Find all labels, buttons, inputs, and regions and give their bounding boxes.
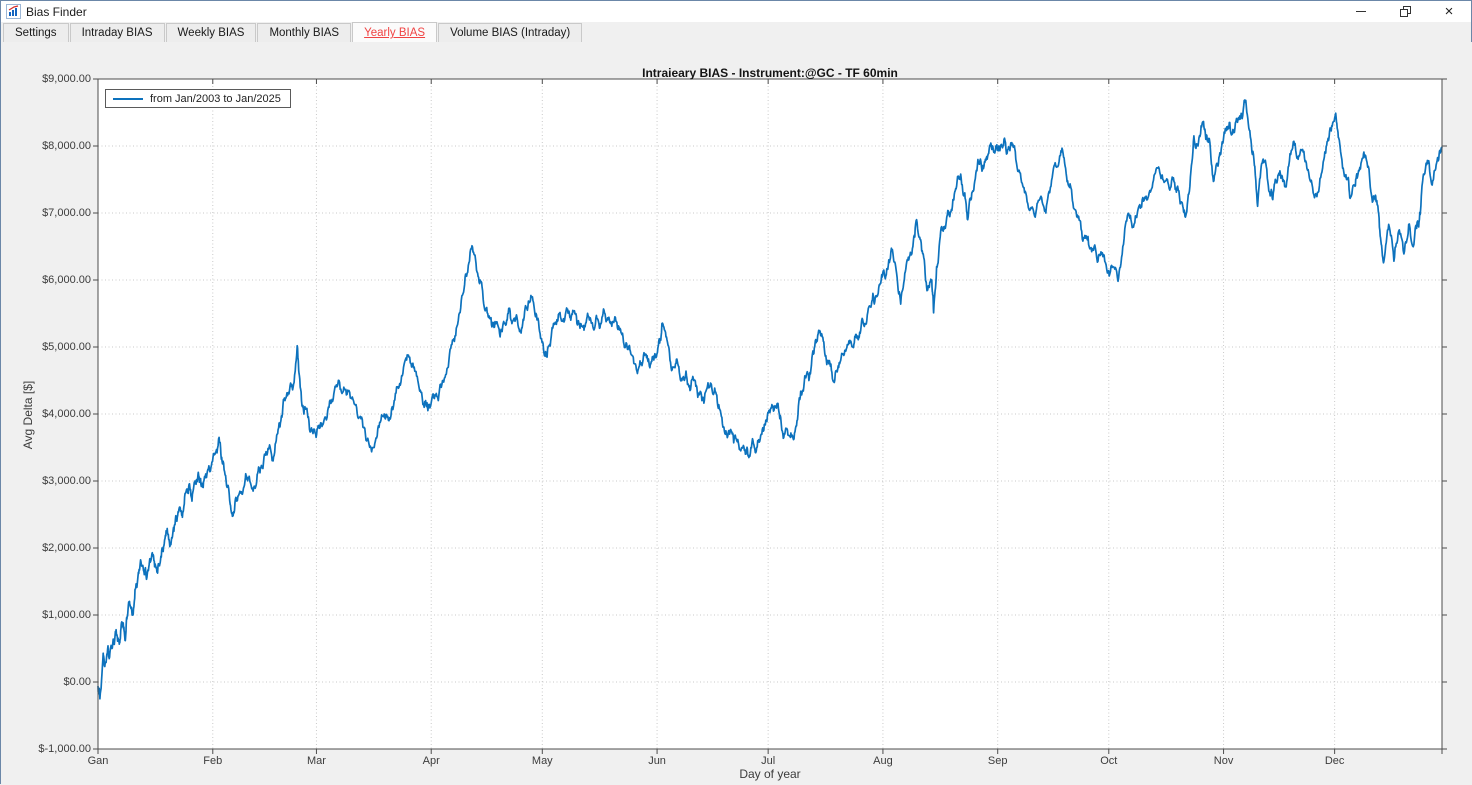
tab-bar: Settings Intraday BIAS Weekly BIAS Month… [1,22,1471,43]
minimize-icon [1356,11,1366,12]
window-title: Bias Finder [26,4,87,19]
tab-intraday-bias[interactable]: Intraday BIAS [69,23,165,42]
minimize-button[interactable] [1339,1,1383,22]
app-icon [6,4,21,19]
tab-monthly-bias[interactable]: Monthly BIAS [257,23,352,42]
bias-line-series [97,99,1443,700]
bias-chart [93,78,1447,754]
close-button[interactable]: × [1427,1,1471,22]
legend-label: from Jan/2003 to Jan/2025 [150,92,281,105]
y-axis-label: Avg Delta [$] [21,380,35,450]
chart-legend: from Jan/2003 to Jan/2025 [105,89,291,108]
chart-area: $-1,000.00 $0.00 $1,000.00 $2,000.00 $3,000.… [1,42,1472,785]
tab-weekly-bias[interactable]: Weekly BIAS [165,23,257,42]
tab-yearly-bias[interactable]: Yearly BIAS [352,22,438,43]
close-icon: × [1444,3,1454,20]
restore-icon [1399,6,1411,17]
restore-button[interactable] [1383,1,1427,22]
legend-line-sample [113,97,143,100]
title-bar: Bias Finder × [1,1,1471,22]
chart-title: Intraieary BIAS - Instrument:@GC - TF 60… [642,66,898,80]
tab-volume-bias-intraday[interactable]: Volume BIAS (Intraday) [438,23,583,42]
x-axis-label: Day of year [739,767,801,781]
tab-settings[interactable]: Settings [3,23,69,42]
